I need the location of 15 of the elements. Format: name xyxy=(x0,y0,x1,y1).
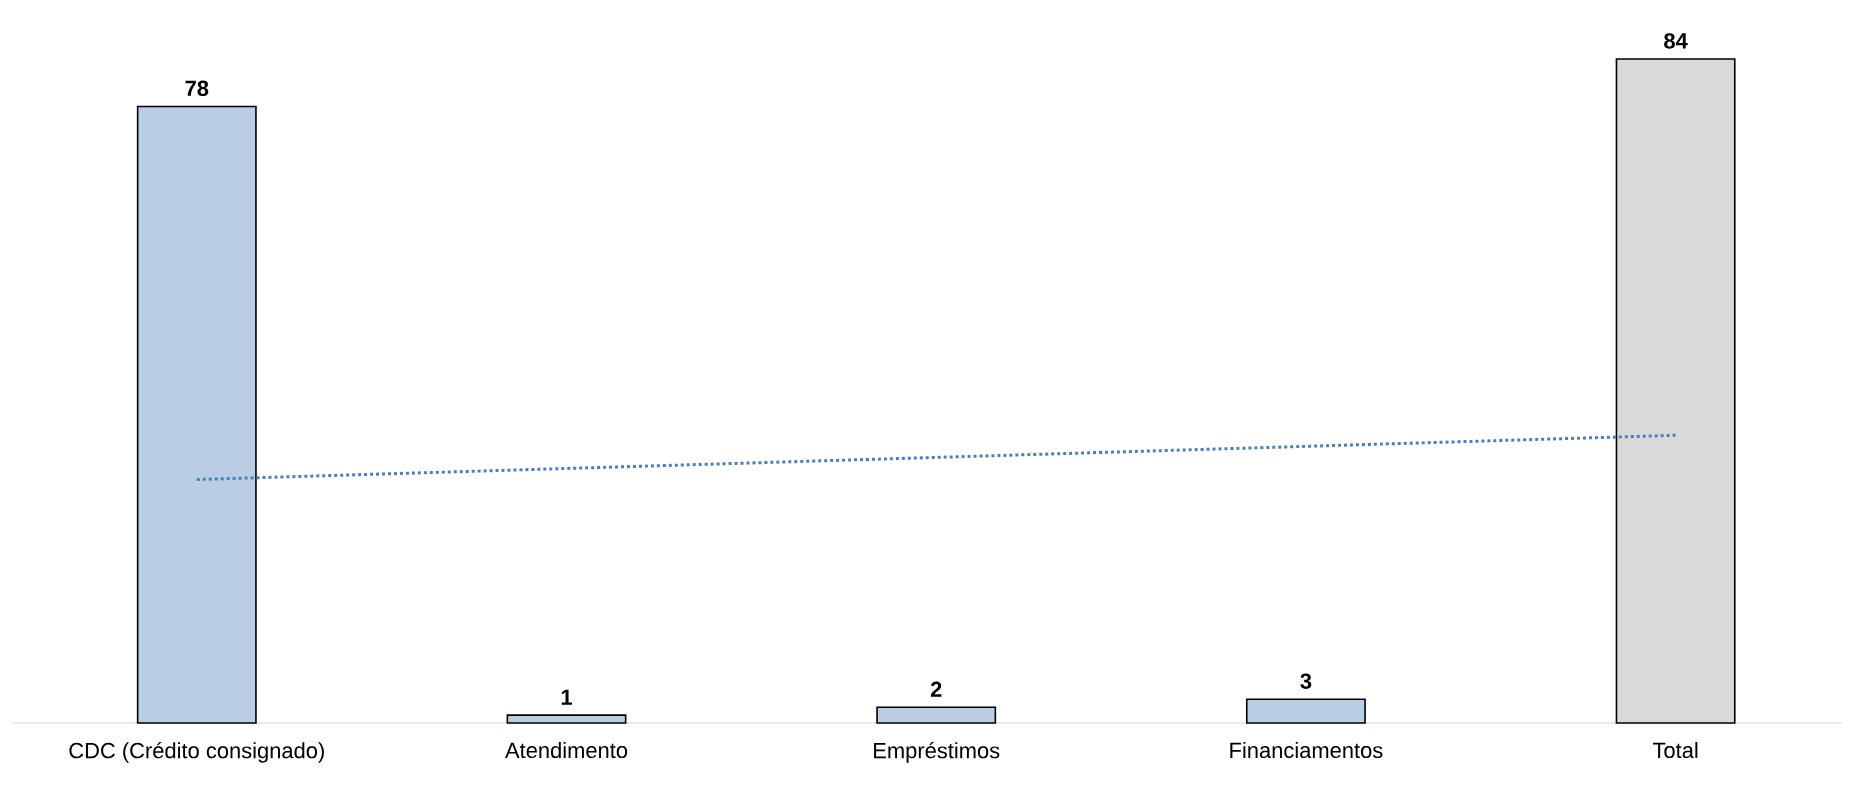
data-label: 3 xyxy=(1300,673,1312,689)
bar xyxy=(1245,698,1366,724)
x-tick-label: Empréstimos xyxy=(874,742,1000,763)
bar xyxy=(506,714,627,724)
x-tick-label: Financiamentos xyxy=(1230,742,1383,759)
data-label: 84 xyxy=(1664,33,1688,49)
bar xyxy=(876,706,997,724)
data-label: 78 xyxy=(185,80,209,97)
bar xyxy=(1615,58,1736,724)
bar xyxy=(136,105,257,724)
x-tick-label: Atendimento xyxy=(505,742,628,759)
x-tick-label: CDC (Crédito consignado) xyxy=(69,742,324,763)
data-label: 1 xyxy=(561,689,572,705)
x-tick-label: Total xyxy=(1652,742,1698,759)
data-label: 2 xyxy=(930,681,942,697)
